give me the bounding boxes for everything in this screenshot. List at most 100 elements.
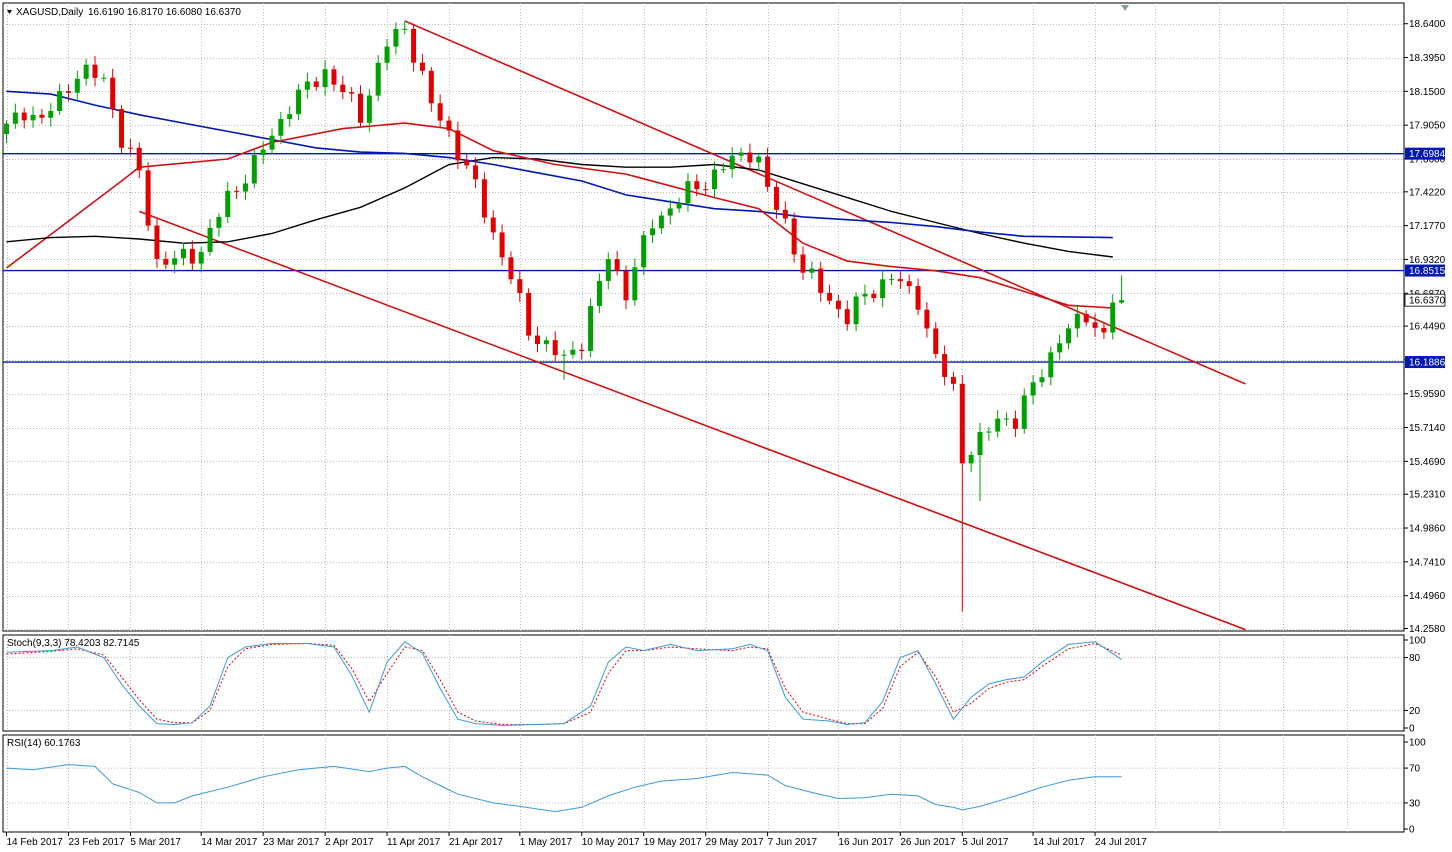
- stoch-tick-label: 100: [1409, 636, 1426, 647]
- price-tick-label: 15.4690: [1409, 457, 1446, 468]
- level-price-label: 17.6984: [1409, 149, 1446, 160]
- candle-body: [906, 281, 912, 287]
- candle-body: [490, 217, 496, 233]
- rsi-tick-label: 0: [1409, 825, 1415, 836]
- collapse-triangle-icon[interactable]: [7, 10, 12, 14]
- candle-body: [853, 296, 859, 325]
- date-tick-label: 14 Mar 2017: [201, 837, 258, 848]
- candle-body: [641, 235, 647, 268]
- candle-body: [12, 112, 18, 124]
- date-tick-label: 5 Mar 2017: [130, 837, 181, 848]
- candle-body: [57, 91, 63, 112]
- candle-body: [517, 279, 523, 293]
- candle-body: [225, 190, 231, 217]
- trendline: [6, 180, 123, 269]
- date-tick-label: 21 Apr 2017: [449, 837, 503, 848]
- candle-body: [304, 81, 310, 90]
- candle-body: [526, 292, 532, 336]
- price-tick-label: 18.6400: [1409, 19, 1446, 30]
- shift-marker-icon[interactable]: [1121, 5, 1129, 11]
- price-tick-label: 18.3950: [1409, 53, 1446, 64]
- date-tick-label: 11 Apr 2017: [387, 837, 441, 848]
- rsi-panel[interactable]: [2, 734, 1405, 833]
- candle-body: [1101, 327, 1107, 333]
- date-tick-label: 5 Jul 2017: [962, 837, 1009, 848]
- rsi-tick-label: 70: [1409, 764, 1421, 775]
- candle-body: [65, 91, 71, 93]
- stoch-grid: [3, 635, 1404, 731]
- candle-body: [1074, 313, 1080, 329]
- candle-body: [340, 84, 346, 93]
- candle-body: [446, 120, 452, 131]
- candles: [4, 20, 1125, 612]
- candle-body: [1004, 418, 1010, 420]
- rsi-lines: [6, 764, 1122, 813]
- candle-body: [765, 156, 771, 187]
- candle-body: [535, 335, 540, 345]
- candle-body: [428, 70, 434, 104]
- candle-body: [251, 155, 257, 184]
- candle-body: [481, 179, 487, 218]
- candle-body: [48, 111, 54, 118]
- price-tick-label: 14.7410: [1409, 557, 1446, 568]
- candle-body: [862, 293, 868, 297]
- stoch-axis: 100 80 20 0: [1404, 636, 1426, 735]
- candle-body: [393, 28, 399, 47]
- rsi-label: RSI(14) 60.1763: [7, 738, 81, 749]
- level-price-box: [1405, 147, 1445, 160]
- candle-body: [375, 62, 381, 96]
- ma-black-line: [6, 156, 1113, 258]
- candle-body: [30, 114, 36, 121]
- symbol-label: XAGUSD,Daily: [16, 7, 83, 18]
- candle-body: [172, 258, 178, 265]
- level-price-label: 16.1886: [1409, 358, 1446, 369]
- stoch-tick-label: 20: [1409, 706, 1421, 717]
- candle-body: [933, 328, 939, 355]
- date-axis: 14 Feb 2017 23 Feb 2017 5 Mar 2017 14 Mar 2…: [6, 832, 1147, 848]
- candle-body: [136, 147, 142, 171]
- candle-body: [278, 119, 284, 136]
- candle-body: [349, 92, 355, 94]
- rsi-tick-label: 30: [1409, 798, 1421, 809]
- candle-body: [703, 189, 709, 191]
- candle-body: [1021, 395, 1027, 429]
- candle-body: [207, 227, 213, 252]
- candle-body: [712, 169, 717, 190]
- candle-body: [145, 170, 151, 226]
- candle-body: [127, 147, 133, 149]
- date-tick-label: 23 Mar 2017: [263, 837, 320, 848]
- candle-body: [260, 149, 266, 156]
- candle-body: [880, 279, 886, 299]
- price-tick-label: 14.9860: [1409, 524, 1446, 535]
- candle-body: [658, 215, 664, 229]
- price-tick-label: 17.1770: [1409, 221, 1446, 232]
- ma-red-line: [121, 122, 1113, 309]
- candle-body: [437, 103, 443, 121]
- stoch-tick-label: 0: [1409, 724, 1415, 735]
- candle-body: [1012, 418, 1018, 429]
- date-tick-label: 7 Jun 2017: [768, 837, 818, 848]
- price-tick-label: 15.7140: [1409, 423, 1446, 434]
- stoch-panel[interactable]: [2, 634, 1405, 732]
- candle-body: [827, 292, 833, 301]
- candle-body: [198, 251, 204, 264]
- rsi-axis: 100 70 30 0: [1404, 738, 1426, 836]
- candle-body: [154, 225, 160, 259]
- price-tick-label: 14.2580: [1409, 624, 1446, 635]
- trendlines: [6, 20, 1246, 631]
- candle-body: [605, 259, 611, 281]
- candle-body: [1030, 382, 1036, 396]
- date-tick-label: 23 Feb 2017: [68, 837, 125, 848]
- candle-body: [959, 383, 965, 464]
- candle-body: [782, 209, 788, 219]
- candle-body: [986, 431, 992, 433]
- candle-body: [74, 78, 80, 93]
- candle-body: [835, 300, 841, 310]
- stoch-label: Stoch(9,3,3) 78.4203 82.7145: [7, 638, 140, 649]
- price-tick-label: 15.2310: [1409, 490, 1446, 501]
- trendline: [404, 20, 1246, 385]
- date-tick-label: 26 Jun 2017: [900, 837, 955, 848]
- main-panel[interactable]: [2, 2, 1405, 632]
- candle-body: [1110, 302, 1116, 333]
- stoch-main-line: [6, 641, 1122, 726]
